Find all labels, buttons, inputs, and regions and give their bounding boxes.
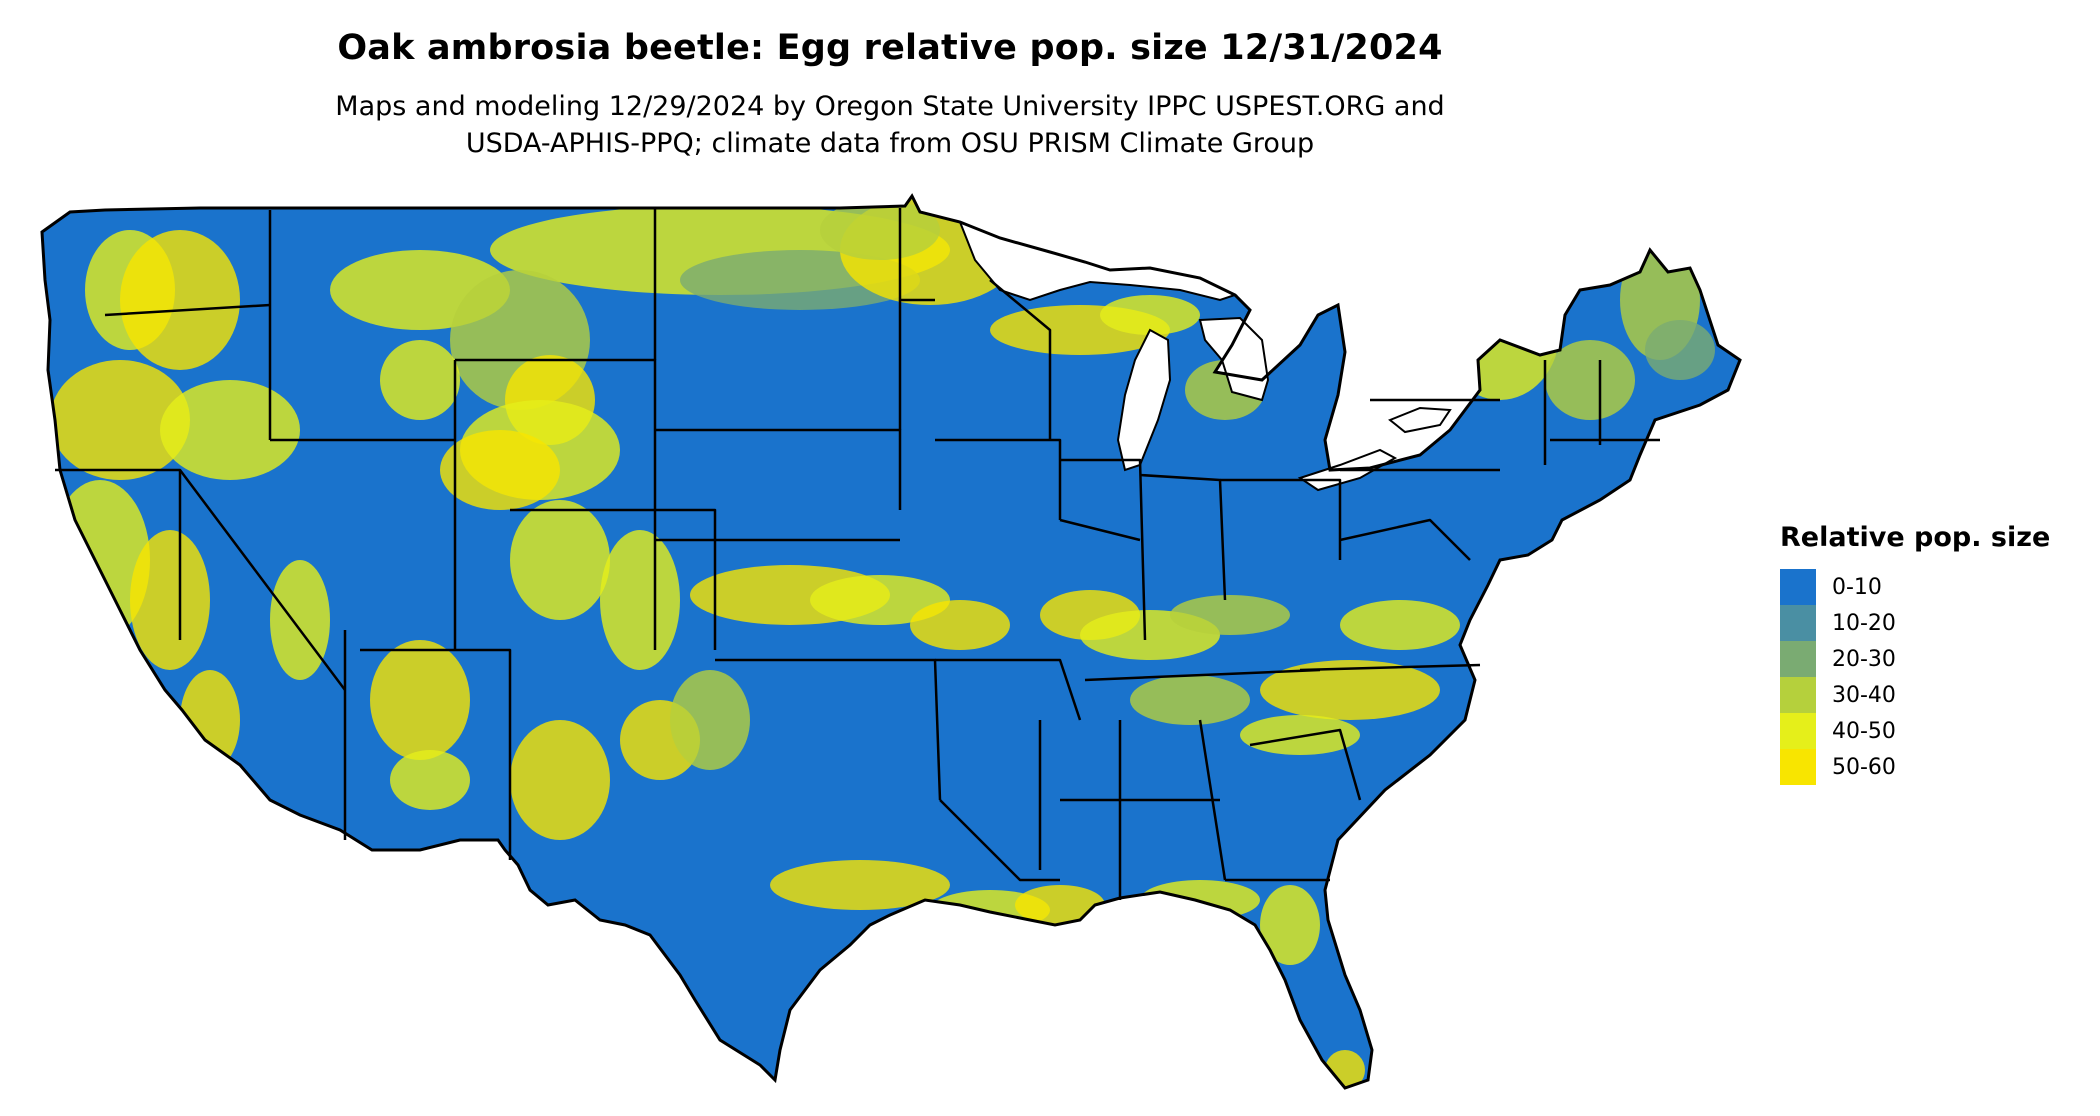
legend-items: 0-10 10-20 20-30 30-40 40-50 50-60 bbox=[1780, 569, 2080, 785]
risk-patch bbox=[1130, 675, 1250, 725]
risk-patch bbox=[130, 530, 210, 670]
risk-patch bbox=[1170, 595, 1290, 635]
legend: Relative pop. size 0-10 10-20 20-30 30-40 40… bbox=[1780, 522, 2080, 785]
risk-patch bbox=[670, 670, 750, 770]
risk-patch bbox=[370, 640, 470, 760]
state-border bbox=[1249, 728, 1362, 801]
risk-patch bbox=[1260, 660, 1440, 720]
risk-patch bbox=[1340, 600, 1460, 650]
legend-label: 30-40 bbox=[1832, 682, 1896, 708]
risk-patch bbox=[1440, 260, 1560, 400]
risk-patch bbox=[390, 750, 470, 810]
legend-label: 20-30 bbox=[1832, 646, 1896, 672]
risk-patch bbox=[1100, 295, 1200, 335]
state-borders bbox=[55, 208, 1660, 900]
map-title: Oak ambrosia beetle: Egg relative pop. s… bbox=[337, 28, 1443, 68]
risk-patch bbox=[160, 380, 300, 480]
legend-swatch bbox=[1780, 677, 1816, 713]
state-border bbox=[939, 799, 1060, 882]
legend-item: 30-40 bbox=[1780, 677, 2080, 713]
risk-patch bbox=[1545, 340, 1635, 420]
risk-patch bbox=[270, 560, 330, 680]
risk-patch bbox=[1015, 885, 1105, 925]
risk-patch bbox=[510, 500, 610, 620]
risk-patch bbox=[1260, 885, 1320, 965]
legend-swatch bbox=[1780, 749, 1816, 785]
state-border bbox=[1299, 663, 1481, 672]
legend-swatch bbox=[1780, 641, 1816, 677]
risk-patch bbox=[50, 360, 190, 480]
risk-patch bbox=[910, 600, 1010, 650]
state-border bbox=[1059, 518, 1141, 542]
legend-swatch bbox=[1780, 605, 1816, 641]
legend-swatch bbox=[1780, 569, 1816, 605]
legend-swatch bbox=[1780, 713, 1816, 749]
risk-patch bbox=[770, 860, 950, 910]
state-border bbox=[935, 658, 1082, 721]
risk-patch bbox=[120, 230, 240, 370]
us-map bbox=[40, 194, 1742, 1090]
risk-patch bbox=[510, 720, 610, 840]
map-subtitle: Maps and modeling 12/29/2024 by Oregon S… bbox=[0, 88, 1780, 162]
legend-item: 40-50 bbox=[1780, 713, 2080, 749]
risk-patch bbox=[820, 200, 940, 260]
legend-label: 50-60 bbox=[1832, 754, 1896, 780]
state-border bbox=[1339, 518, 1471, 561]
risk-patch bbox=[600, 530, 680, 670]
legend-item: 50-60 bbox=[1780, 749, 2080, 785]
state-border bbox=[989, 279, 1052, 440]
legend-item: 10-20 bbox=[1780, 605, 2080, 641]
risk-patch bbox=[1240, 715, 1360, 755]
state-border bbox=[104, 303, 271, 317]
state-border bbox=[510, 508, 717, 650]
risk-patch bbox=[440, 430, 560, 510]
subtitle-line-2: USDA-APHIS-PPQ; climate data from OSU PR… bbox=[465, 128, 1315, 159]
state-border bbox=[1060, 458, 1147, 641]
lake-ontario bbox=[1388, 406, 1452, 434]
legend-label: 40-50 bbox=[1832, 718, 1896, 744]
legend-title: Relative pop. size bbox=[1780, 522, 2051, 553]
state-border bbox=[1220, 478, 1342, 560]
state-border bbox=[1198, 719, 1227, 881]
legend-item: 20-30 bbox=[1780, 641, 2080, 677]
risk-patch bbox=[380, 340, 460, 420]
legend-item: 0-10 bbox=[1780, 569, 2080, 605]
subtitle-line-1: Maps and modeling 12/29/2024 by Oregon S… bbox=[335, 91, 1445, 122]
state-border bbox=[935, 438, 1062, 520]
risk-patch bbox=[810, 575, 950, 625]
legend-label: 10-20 bbox=[1832, 610, 1896, 636]
state-border bbox=[360, 648, 512, 860]
risk-patch bbox=[1645, 320, 1715, 380]
state-border bbox=[1084, 668, 1321, 682]
legend-label: 0-10 bbox=[1832, 574, 1882, 600]
lake-michigan bbox=[1116, 328, 1172, 472]
